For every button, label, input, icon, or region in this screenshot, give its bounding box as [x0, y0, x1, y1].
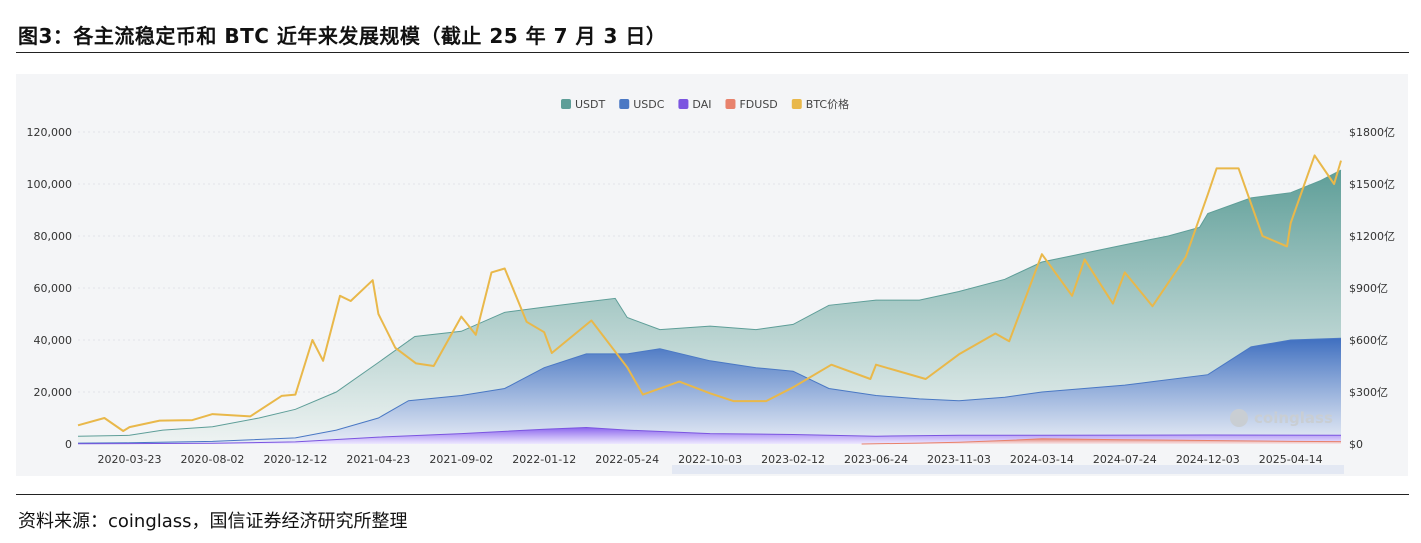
area-usdt: [78, 170, 1341, 444]
left-tick-label: 0: [65, 438, 72, 451]
x-tick-label: 2024-12-03: [1176, 453, 1240, 466]
x-tick-label: 2020-12-12: [263, 453, 327, 466]
range-slider[interactable]: [672, 465, 1344, 474]
legend-swatch: [561, 99, 571, 109]
coinglass-logo-icon: [1230, 409, 1248, 427]
legend-label: USDC: [633, 98, 665, 111]
legend-label: BTC价格: [806, 97, 849, 111]
legend-swatch: [678, 99, 689, 109]
x-tick-label: 2024-07-24: [1093, 453, 1157, 466]
x-tick-label: 2023-06-24: [844, 453, 908, 466]
legend-swatch: [725, 99, 736, 109]
x-tick-label: 2022-01-12: [512, 453, 576, 466]
left-tick-label: 120,000: [27, 126, 73, 139]
left-tick-label: 80,000: [34, 230, 73, 243]
watermark-text: coinglass: [1254, 409, 1333, 427]
title-rule: [16, 52, 1409, 53]
x-tick-label: 2023-11-03: [927, 453, 991, 466]
coinglass-watermark: coinglass: [1230, 409, 1333, 427]
series-lines: [77, 154, 1342, 432]
line-btc-price: [77, 154, 1342, 432]
legend-label: FDUSD: [739, 98, 777, 111]
right-tick-label: $1500亿: [1349, 178, 1395, 191]
x-tick-label: 2022-10-03: [678, 453, 742, 466]
legend-item[interactable]: USDC: [619, 98, 665, 111]
source-note: 资料来源：coinglass，国信证券经济研究所整理: [18, 511, 408, 532]
right-tick-label: $0: [1349, 438, 1363, 451]
legend-item[interactable]: FDUSD: [725, 98, 778, 111]
x-axis: 2020-03-23 2020-08-02 2020-12-12 2021-04-23…: [98, 453, 1323, 466]
right-tick-label: $300亿: [1349, 386, 1388, 399]
x-tick-label: 2021-09-02: [429, 453, 493, 466]
area-usdc: [78, 338, 1341, 444]
x-tick-label: 2021-04-23: [346, 453, 410, 466]
legend-swatch: [619, 99, 630, 109]
legend-label: DAI: [692, 98, 711, 111]
right-axis: $0 $300亿 $600亿 $900亿 $1200亿 $1500亿 $1800亿: [1349, 126, 1395, 451]
area-edge-dai: [77, 426, 1342, 445]
series-areas: [77, 169, 1342, 445]
left-tick-label: 100,000: [27, 178, 73, 191]
right-tick-label: $600亿: [1349, 334, 1388, 347]
left-tick-label: 60,000: [34, 282, 73, 295]
x-tick-label: 2022-05-24: [595, 453, 659, 466]
x-tick-label: 2020-03-23: [98, 453, 162, 466]
area-fdusd: [861, 438, 1341, 444]
left-tick-label: 20,000: [34, 386, 73, 399]
legend-item[interactable]: BTC价格: [791, 97, 849, 111]
right-tick-label: $1800亿: [1349, 126, 1395, 139]
left-tick-label: 40,000: [34, 334, 73, 347]
x-tick-label: 2025-04-14: [1259, 453, 1323, 466]
area-edge-usdt: [77, 169, 1342, 437]
chart-svg: USDT USDC DAI FDUSD BTC价格 0 20,000 40,000 60,00…: [27, 97, 1395, 474]
area-edge-fdusd: [861, 438, 1342, 445]
right-tick-label: $1200亿: [1349, 230, 1395, 243]
right-tick-label: $900亿: [1349, 282, 1388, 295]
x-tick-label: 2023-02-12: [761, 453, 825, 466]
legend-label: USDT: [575, 98, 606, 111]
legend[interactable]: USDT USDC DAI FDUSD BTC价格: [561, 97, 849, 111]
legend-swatch: [791, 99, 802, 109]
x-tick-label: 2020-08-02: [180, 453, 244, 466]
chart-panel: USDT USDC DAI FDUSD BTC价格 0 20,000 40,000 60,00…: [16, 74, 1408, 476]
legend-item[interactable]: DAI: [678, 98, 711, 111]
area-edge-usdc: [77, 337, 1342, 444]
legend-item[interactable]: USDT: [561, 98, 606, 111]
figure-title: 图3：各主流稳定币和 BTC 近年来发展规模（截止 25 年 7 月 3 日）: [18, 24, 667, 48]
source-rule: [16, 494, 1409, 495]
left-axis: 0 20,000 40,000 60,000 80,000 100,000 120,000: [27, 126, 73, 451]
x-tick-label: 2024-03-14: [1010, 453, 1074, 466]
